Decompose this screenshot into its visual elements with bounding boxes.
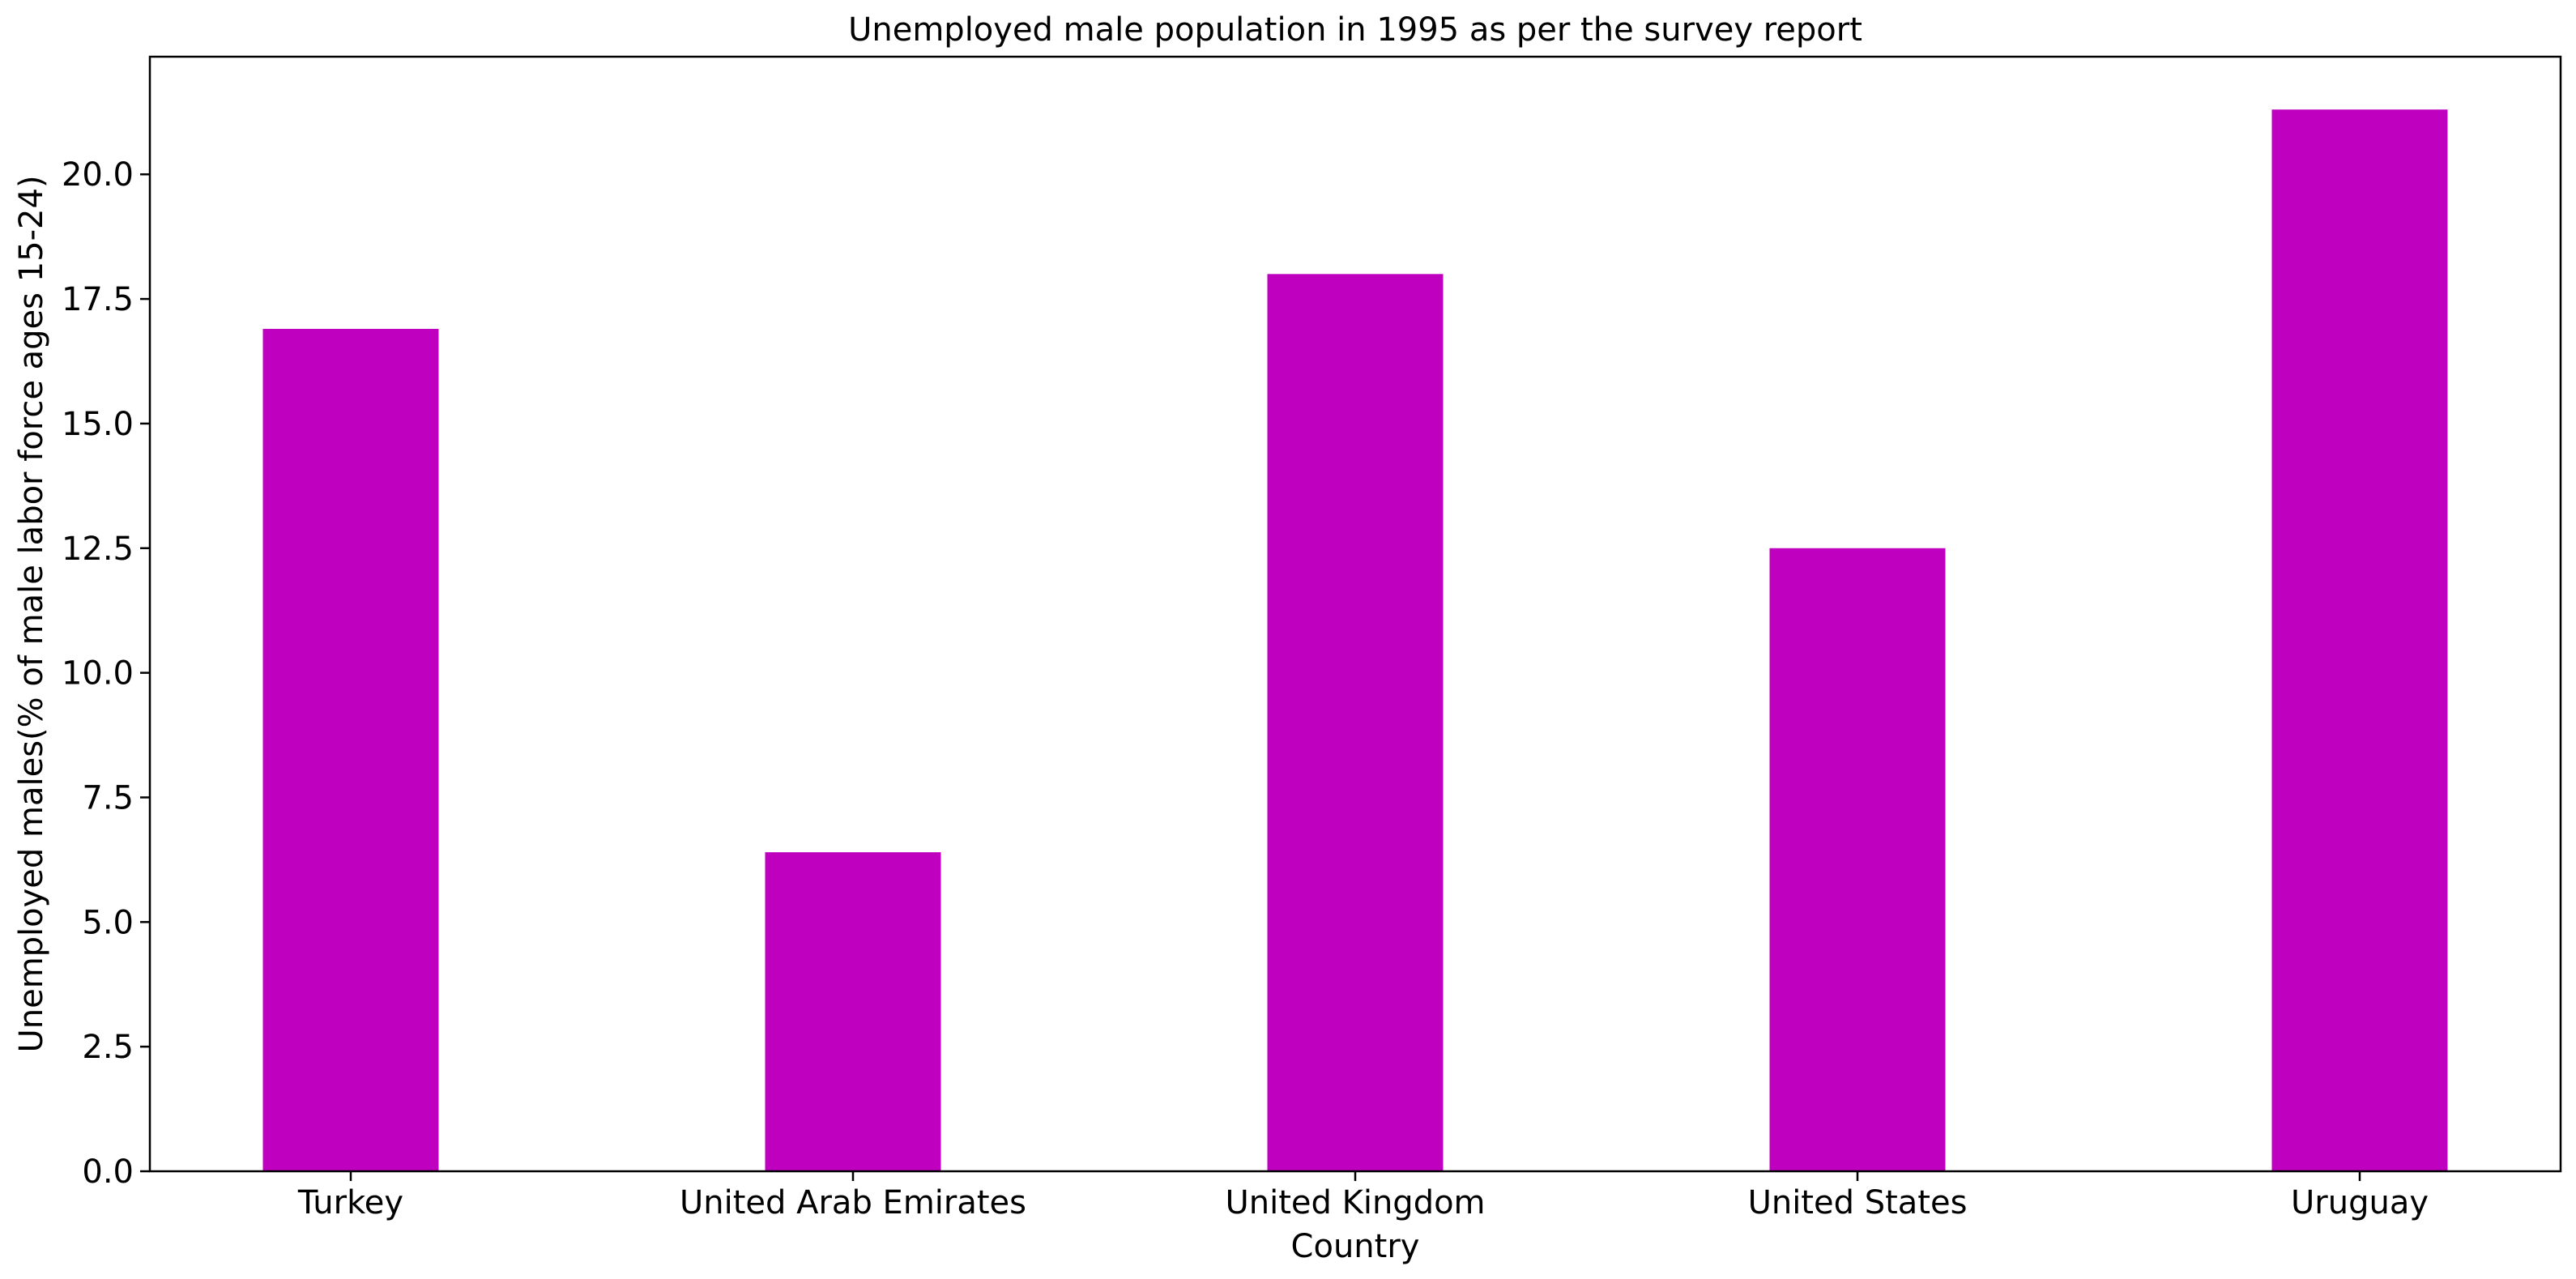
y-tick-label: 17.5 [62,281,134,318]
y-tick-label: 15.0 [62,406,134,443]
x-axis: Turkey United Arab Emirates United Kingdom… [297,1171,2429,1221]
y-axis: 0.0 2.5 5.0 7.5 10.0 12.5 15.0 17.5 20.0 [62,156,150,1191]
chart-title: Unemployed male population in 1995 as pe… [848,11,1862,49]
plot-frame [148,55,2562,1173]
x-tick-label: Uruguay [2291,1184,2429,1221]
x-tick-label: United States [1748,1184,1968,1221]
y-tick-label: 5.0 [82,904,134,941]
y-axis-title: Unemployed males(% of male labor force a… [13,175,50,1052]
x-tick-label: United Arab Emirates [680,1184,1026,1221]
y-tick-label: 10.0 [62,655,134,693]
y-tick-label: 20.0 [62,156,134,194]
bar-uruguay [2271,109,2448,1172]
y-tick-label: 12.5 [62,531,134,568]
x-tick-label: United Kingdom [1225,1184,1485,1221]
bars-group [262,109,2448,1172]
y-tick-label: 0.0 [82,1153,134,1191]
bar-united-arab-emirates [765,852,941,1171]
x-tick-label: Turkey [297,1184,403,1221]
y-tick-label: 2.5 [82,1029,134,1066]
bar-united-kingdom [1267,274,1444,1172]
bar-united-states [1769,548,1946,1171]
bar-turkey [262,329,439,1171]
y-tick-label: 7.5 [82,779,134,816]
x-axis-title: Country [1291,1228,1420,1265]
